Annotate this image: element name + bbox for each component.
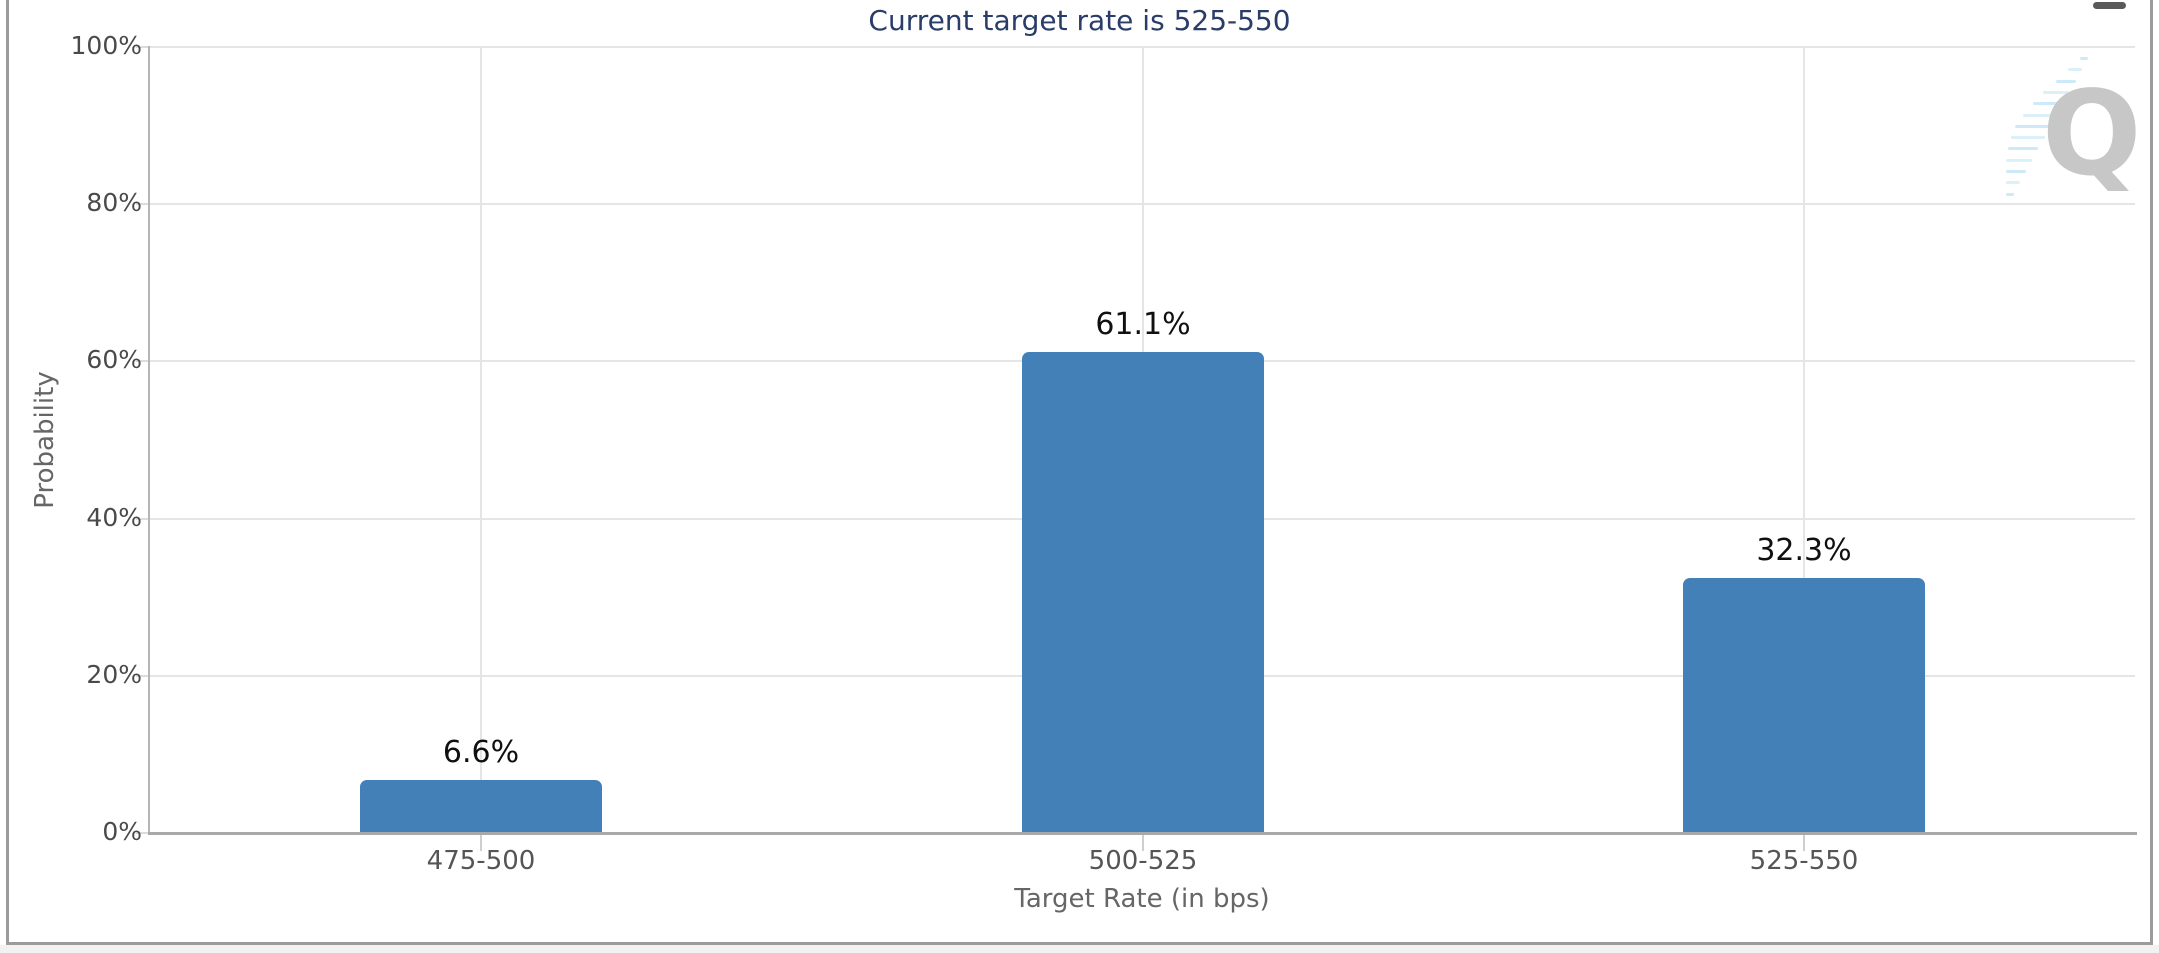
x-axis-tick	[1142, 835, 1144, 851]
x-tick-label: 475-500	[426, 846, 536, 876]
x-gridline	[480, 46, 482, 832]
y-tick-label: 0%	[102, 817, 142, 846]
chart-title: Current target rate is 525-550	[868, 4, 1291, 37]
x-axis-tick	[480, 835, 482, 851]
bar-value-label: 32.3%	[1756, 533, 1852, 568]
y-axis-tick	[136, 203, 148, 205]
logo-accent-dash	[2006, 181, 2020, 184]
logo-accent-dash	[2023, 114, 2057, 117]
y-tick-label: 60%	[86, 345, 142, 374]
bar-value-label: 6.6%	[442, 735, 520, 770]
x-gridline	[1803, 46, 1805, 832]
bar-value-label: 61.1%	[1095, 307, 1191, 342]
bar-500-525[interactable]	[1022, 352, 1264, 832]
y-axis-tick	[136, 46, 148, 48]
x-axis-line	[148, 832, 2137, 835]
logo-accent-dash	[2011, 136, 2045, 139]
logo-accent-dash	[2006, 159, 2032, 162]
chart-panel: Current target rate is 525-550 Probabili…	[6, 0, 2153, 945]
y-axis-title: Probability	[30, 371, 60, 509]
y-axis-tick	[136, 518, 148, 520]
quikstrike-q-letter: Q	[2042, 65, 2142, 202]
logo-accent-dash	[2006, 193, 2014, 196]
logo-accent-dash	[2008, 147, 2038, 150]
x-tick-label: 500-525	[1088, 846, 1198, 876]
x-axis-title: Target Rate (in bps)	[1014, 884, 1270, 914]
logo-accent-dash	[2068, 68, 2082, 71]
y-tick-label: 80%	[86, 188, 142, 217]
logo-accent-dash	[2080, 57, 2088, 60]
logo-accent-dash	[2043, 91, 2069, 94]
page-background-strip	[0, 945, 2159, 953]
y-axis-line	[148, 46, 150, 832]
logo-accent-dash	[2006, 170, 2026, 173]
logo-accent-dash	[2056, 80, 2076, 83]
y-tick-label: 20%	[86, 660, 142, 689]
logo-accent-dash	[2015, 125, 2051, 128]
y-axis-tick	[136, 360, 148, 362]
x-tick-label: 525-550	[1749, 846, 1859, 876]
bar-475-500[interactable]	[360, 780, 602, 832]
y-axis-tick	[136, 675, 148, 677]
bar-525-550[interactable]	[1683, 578, 1925, 832]
logo-accent-dash	[2033, 102, 2063, 105]
y-tick-label: 40%	[86, 503, 142, 532]
y-axis-tick	[136, 832, 148, 834]
x-axis-tick	[1803, 835, 1805, 851]
y-tick-label: 100%	[70, 31, 142, 60]
hamburger-menu-icon[interactable]	[2093, 2, 2126, 9]
